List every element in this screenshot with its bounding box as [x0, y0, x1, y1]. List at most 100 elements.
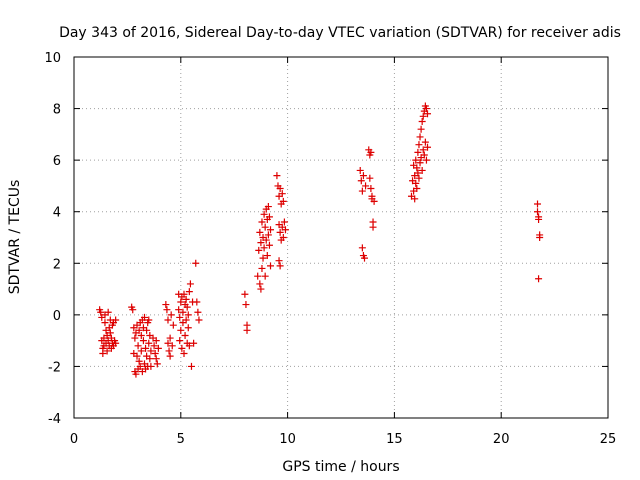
data-points [96, 102, 544, 378]
data-point [415, 141, 423, 149]
data-point [420, 151, 428, 159]
data-point [264, 231, 272, 239]
data-point [194, 308, 202, 316]
data-point [133, 352, 141, 360]
data-point [153, 360, 161, 368]
data-point [254, 272, 262, 280]
data-point [129, 306, 137, 314]
data-point [165, 347, 173, 355]
data-point [182, 295, 190, 303]
x-tick-label: 0 [70, 432, 78, 447]
data-point [167, 311, 175, 319]
data-point [145, 339, 153, 347]
data-point [260, 244, 268, 252]
data-point [256, 228, 264, 236]
data-point [424, 110, 432, 118]
data-point [243, 326, 251, 334]
data-point [164, 339, 172, 347]
data-point [257, 285, 265, 293]
data-point [417, 125, 425, 133]
data-point [370, 197, 378, 205]
data-point [267, 226, 275, 234]
data-point [195, 316, 203, 324]
plot-frame [73, 56, 609, 419]
y-tick-label: 4 [53, 206, 61, 221]
data-point [258, 218, 266, 226]
data-point [416, 159, 424, 167]
x-tick-label: 10 [279, 432, 296, 447]
data-point [276, 262, 284, 270]
data-point [261, 223, 269, 231]
x-tick-label: 25 [600, 432, 617, 447]
data-point [265, 241, 273, 249]
data-point [101, 319, 109, 327]
data-point [154, 344, 162, 352]
data-point [137, 331, 145, 339]
y-axis-title: SDTVAR / TECUs [7, 180, 23, 295]
data-point [183, 303, 191, 311]
data-point [279, 234, 287, 241]
data-point [415, 174, 423, 182]
data-point [262, 236, 270, 244]
data-point [150, 342, 158, 350]
data-point [103, 347, 111, 355]
data-point [147, 347, 155, 355]
axis-ticks [73, 56, 609, 419]
data-point [143, 326, 151, 334]
data-point [534, 200, 542, 208]
data-point [177, 326, 185, 334]
data-point [416, 133, 424, 141]
data-point [412, 179, 420, 187]
data-point [145, 316, 153, 324]
data-point [418, 117, 426, 125]
data-point [142, 344, 150, 352]
y-tick-label: 8 [53, 103, 61, 118]
data-point [359, 172, 367, 180]
data-point [260, 210, 268, 218]
data-point [242, 301, 250, 309]
data-point [414, 169, 422, 177]
data-point [257, 239, 265, 247]
data-point [152, 355, 160, 363]
data-point [175, 306, 183, 314]
data-point [184, 311, 192, 319]
data-point [112, 339, 120, 347]
y-tick-label: 10 [44, 51, 61, 66]
data-point [422, 105, 430, 113]
data-point [192, 259, 200, 267]
data-point [256, 280, 264, 288]
data-point [185, 288, 193, 296]
y-tick-label: -2 [48, 360, 61, 375]
data-point [367, 148, 375, 156]
data-point [534, 208, 542, 216]
data-point [140, 313, 148, 321]
y-tick-label: 0 [53, 309, 61, 324]
chart-title: Day 343 of 2016, Sidereal Day-to-day VTE… [59, 25, 621, 41]
y-tick-label: 2 [53, 257, 61, 272]
data-point [179, 308, 187, 316]
data-point [418, 166, 426, 174]
y-tick-label: -4 [48, 412, 61, 427]
data-point [419, 146, 427, 154]
data-point [367, 185, 375, 193]
data-point [412, 156, 420, 164]
data-point [151, 350, 159, 358]
data-point [281, 226, 289, 234]
data-point [99, 350, 107, 358]
data-point [422, 156, 430, 164]
data-point [184, 324, 192, 332]
data-point [241, 290, 249, 298]
data-point [187, 362, 195, 370]
data-point [185, 342, 193, 350]
data-point [166, 334, 174, 342]
x-tick-label: 5 [177, 432, 185, 447]
data-point [147, 362, 155, 370]
data-point [163, 306, 171, 314]
data-point [104, 308, 112, 316]
data-point [261, 272, 269, 280]
data-point [259, 254, 267, 262]
data-point [164, 316, 172, 324]
data-point [132, 370, 140, 378]
data-point [169, 321, 177, 329]
